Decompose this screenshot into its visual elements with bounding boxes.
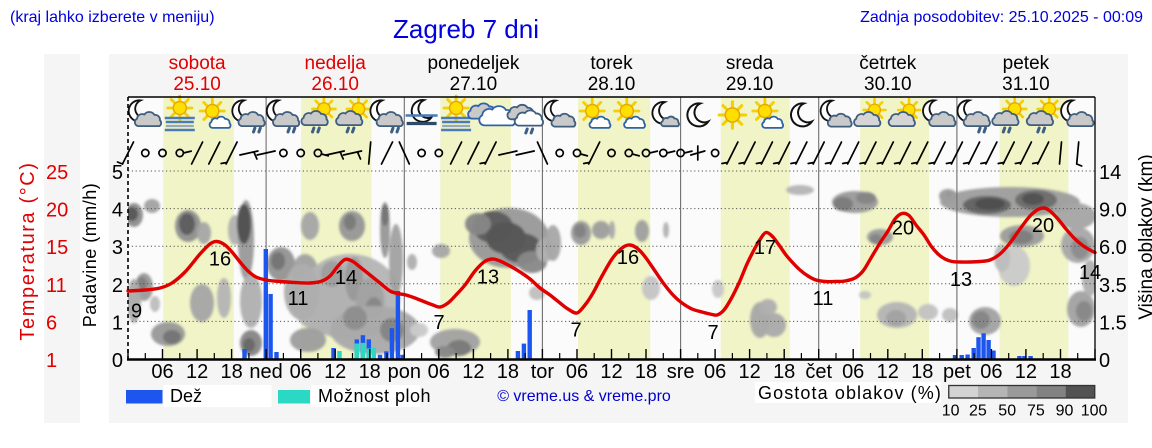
svg-text:sobota: sobota [169,53,226,74]
svg-text:čet: čet [805,361,832,383]
svg-text:14: 14 [1099,162,1121,184]
svg-text:18: 18 [220,361,242,383]
svg-text:20: 20 [46,200,68,222]
svg-text:© vreme.us & vreme.pro: © vreme.us & vreme.pro [497,388,671,405]
svg-text:Temperatura (°C): Temperatura (°C) [17,161,39,340]
svg-text:14: 14 [335,267,357,289]
svg-text:12: 12 [462,361,484,383]
svg-text:sreda: sreda [726,53,774,74]
svg-text:7: 7 [570,320,581,342]
svg-text:pon: pon [388,361,421,383]
svg-text:18: 18 [497,361,519,383]
svg-text:Dež: Dež [170,386,202,406]
svg-text:torek: torek [590,53,633,74]
svg-text:3: 3 [112,237,123,259]
svg-text:9: 9 [131,301,142,323]
svg-text:30.10: 30.10 [864,74,912,95]
svg-text:tor: tor [531,361,555,383]
svg-text:Gostota oblakov (%): Gostota oblakov (%) [758,383,942,403]
svg-text:06: 06 [980,361,1002,383]
svg-text:06: 06 [704,361,726,383]
svg-text:12: 12 [738,361,760,383]
svg-text:90: 90 [1056,403,1074,420]
svg-text:18: 18 [911,361,933,383]
svg-text:11: 11 [288,288,309,310]
svg-text:petek: petek [1003,53,1050,74]
svg-text:29.10: 29.10 [726,74,774,95]
svg-text:7: 7 [707,322,718,344]
svg-text:3.5: 3.5 [1099,275,1127,297]
svg-text:18: 18 [635,361,657,383]
svg-text:17: 17 [754,237,776,259]
svg-text:2: 2 [112,275,123,297]
svg-text:Zagreb 7 dni: Zagreb 7 dni [393,14,539,44]
svg-text:06: 06 [566,361,588,383]
svg-text:ponedeljek: ponedeljek [427,53,519,74]
svg-text:25.10: 25.10 [173,74,221,95]
svg-text:28.10: 28.10 [588,74,636,95]
svg-text:7: 7 [433,312,444,334]
svg-text:četrtek: četrtek [859,53,917,74]
svg-text:13: 13 [477,267,499,289]
svg-text:1: 1 [46,350,57,372]
svg-text:6.0: 6.0 [1099,237,1127,259]
svg-text:16: 16 [209,249,231,271]
svg-text:18: 18 [773,361,795,383]
svg-text:25: 25 [969,403,987,420]
svg-text:0: 0 [112,350,123,372]
svg-text:9.0: 9.0 [1099,200,1127,222]
svg-text:12: 12 [600,361,622,383]
svg-text:1: 1 [112,312,123,334]
svg-text:06: 06 [428,361,450,383]
svg-text:06: 06 [151,361,173,383]
svg-text:5: 5 [112,162,123,184]
svg-text:Zadnja posodobitev: 25.10.2025: Zadnja posodobitev: 25.10.2025 - 00:09 [860,9,1143,26]
svg-text:26.10: 26.10 [311,74,359,95]
svg-text:Možnost ploh: Možnost ploh [318,386,431,406]
svg-text:16: 16 [617,247,639,269]
svg-text:31.10: 31.10 [1002,74,1050,95]
svg-text:Padavine (mm/h): Padavine (mm/h) [80,183,100,328]
svg-text:0: 0 [1099,350,1110,372]
svg-text:18: 18 [1049,361,1071,383]
svg-text:18: 18 [359,361,381,383]
svg-text:14: 14 [1079,262,1101,284]
svg-text:75: 75 [1027,403,1045,420]
svg-text:11: 11 [813,288,834,310]
svg-text:12: 12 [324,361,346,383]
svg-text:12: 12 [186,361,208,383]
svg-text:sre: sre [667,361,695,383]
svg-text:15: 15 [46,237,68,259]
svg-text:27.10: 27.10 [450,74,498,95]
svg-text:11: 11 [46,275,67,297]
svg-text:20: 20 [892,218,914,240]
svg-text:10: 10 [942,403,960,420]
svg-text:20: 20 [1032,215,1054,237]
svg-text:4: 4 [112,200,123,222]
svg-text:06: 06 [842,361,864,383]
svg-text:Višina oblakov (km): Višina oblakov (km) [1136,154,1152,319]
svg-text:12: 12 [877,361,899,383]
svg-text:06: 06 [290,361,312,383]
svg-text:50: 50 [998,403,1016,420]
svg-text:(kraj lahko izberete v meniju): (kraj lahko izberete v meniju) [10,9,215,26]
svg-text:6: 6 [46,312,57,334]
svg-text:1.5: 1.5 [1099,312,1127,334]
svg-text:12: 12 [1015,361,1037,383]
svg-text:nedelja: nedelja [305,53,367,74]
svg-text:25: 25 [46,162,68,184]
svg-text:13: 13 [950,269,972,291]
svg-text:ned: ned [249,361,282,383]
svg-text:pet: pet [943,361,971,383]
svg-text:100: 100 [1081,403,1108,420]
